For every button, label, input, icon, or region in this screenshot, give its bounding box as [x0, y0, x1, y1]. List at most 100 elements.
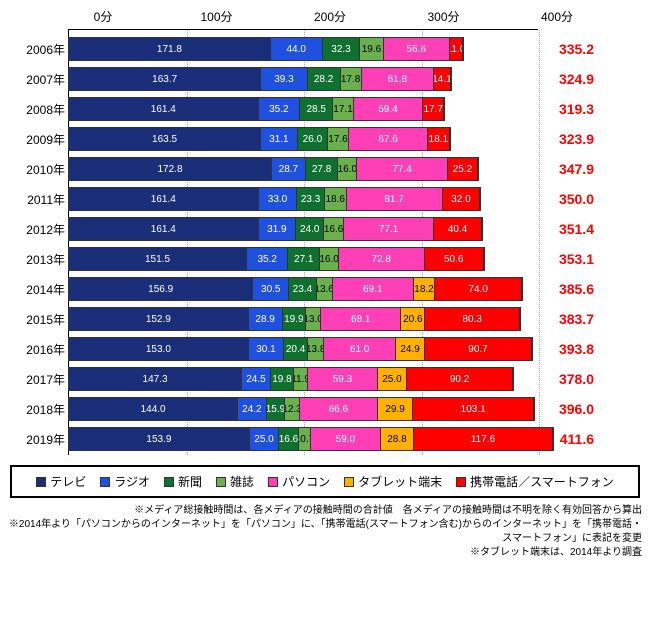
year-label: 2010年 [11, 161, 65, 178]
bar-segment-pc: 59.3 [308, 368, 378, 390]
bar-segment-pc: 61.8 [362, 68, 435, 90]
bar-segment-radio: 28.9 [249, 308, 283, 330]
bar-segment-mag: 11.9 [294, 368, 308, 390]
bar-segment-radio: 30.1 [249, 338, 284, 360]
bar-segment-tv: 153.0 [69, 338, 249, 360]
bar-segment-mag: 17.8 [341, 68, 362, 90]
legend-swatch [100, 477, 110, 487]
row-total: 319.3 [559, 101, 594, 117]
x-tick-label: 200分 [305, 8, 355, 25]
bar-segment-tablet: 20.6 [401, 308, 425, 330]
legend-label: 雑誌 [230, 473, 254, 490]
bar-segment-news: 28.2 [308, 68, 341, 90]
year-label: 2013年 [11, 251, 65, 268]
bar-row: 2010年172.828.727.816.077.425.2347.9 [69, 154, 538, 184]
legend-swatch [268, 477, 278, 487]
bar-segment-news: 19.9 [283, 308, 306, 330]
legend-swatch [36, 477, 46, 487]
bar-segment-mobile: 90.7 [425, 338, 532, 360]
row-total: 378.0 [559, 371, 594, 387]
bar-segment-mag: 13.6 [317, 278, 333, 300]
bar-segment-news: 26.0 [298, 128, 329, 150]
bar-segment-pc: 67.6 [349, 128, 428, 150]
year-label: 2007年 [11, 71, 65, 88]
bar-segment-mobile: 17.7 [423, 98, 444, 120]
bar-segment-pc: 59.0 [311, 428, 380, 450]
stacked-bar: 163.531.126.017.667.618.1 [69, 128, 450, 150]
bar-segment-pc: 56.6 [384, 38, 451, 60]
footnotes: ※メディア総接触時間は、各メディアの接触時間の合計値 各メディアの接触時間は不明… [8, 504, 642, 560]
year-label: 2016年 [11, 341, 65, 358]
bar-row: 2006年171.844.032.319.656.611.0335.2 [69, 34, 538, 64]
stacked-bar: 161.431.924.016.677.140.4 [69, 218, 482, 240]
row-total: 351.4 [559, 221, 594, 237]
row-total: 383.7 [559, 311, 594, 327]
bar-segment-news: 27.1 [288, 248, 320, 270]
bar-row: 2008年161.435.228.517.159.417.7319.3 [69, 94, 538, 124]
plot-area: 2006年171.844.032.319.656.611.0335.22007年… [68, 29, 538, 455]
bar-segment-mobile: 32.0 [443, 188, 481, 210]
bar-segment-tv: 161.4 [69, 98, 259, 120]
bar-segment-tv: 171.8 [69, 38, 271, 60]
bar-segment-news: 32.3 [323, 38, 361, 60]
stacked-bar: 152.928.919.913.068.120.680.3 [69, 308, 520, 330]
bar-segment-tv: 172.8 [69, 158, 272, 180]
gridline [539, 30, 540, 455]
bar-segment-tablet: 28.8 [381, 428, 415, 450]
bar-row: 2017年147.324.519.811.959.325.090.2378.0 [69, 364, 538, 394]
bar-segment-tv: 156.9 [69, 278, 253, 300]
stacked-bar: 161.435.228.517.159.417.7 [69, 98, 444, 120]
bar-segment-tablet: 18.2 [414, 278, 435, 300]
bar-segment-mag: 18.6 [325, 188, 347, 210]
year-label: 2018年 [11, 401, 65, 418]
legend-item: 新聞 [164, 473, 202, 490]
bar-segment-mobile: 80.3 [425, 308, 519, 330]
bar-segment-news: 28.5 [300, 98, 333, 120]
stacked-bar: 161.433.023.318.681.732.0 [69, 188, 480, 210]
row-total: 350.0 [559, 191, 594, 207]
bar-segment-tv: 161.4 [69, 188, 259, 210]
footnote-line: ※2014年より「パソコンからのインターネット」を「パソコン」に、「携帯電話(ス… [8, 518, 642, 546]
bar-segment-mobile: 14.1 [434, 68, 451, 90]
x-tick-label: 100分 [192, 8, 242, 25]
bar-row: 2015年152.928.919.913.068.120.680.3383.7 [69, 304, 538, 334]
legend-swatch [216, 477, 226, 487]
bar-segment-tv: 144.0 [69, 398, 238, 420]
bar-row: 2007年163.739.328.217.861.814.1324.9 [69, 64, 538, 94]
bar-segment-radio: 31.9 [259, 218, 296, 240]
bar-segment-mobile: 50.6 [425, 248, 484, 270]
legend-swatch [456, 477, 466, 487]
legend-label: 携帯電話／スマートフォン [470, 473, 614, 490]
bar-segment-pc: 77.4 [357, 158, 448, 180]
bar-segment-pc: 77.1 [344, 218, 435, 240]
footnote-line: ※タブレット端末は、2014年より調査 [8, 546, 642, 560]
bar-segment-mag: 13.8 [308, 338, 324, 360]
stacked-bar: 163.739.328.217.861.814.1 [69, 68, 451, 90]
bar-segment-tv: 151.5 [69, 248, 247, 270]
legend-label: ラジオ [114, 473, 150, 490]
stacked-bar: 172.828.727.816.077.425.2 [69, 158, 478, 180]
bar-segment-news: 19.8 [271, 368, 294, 390]
legend-item: タブレット端末 [344, 473, 442, 490]
row-total: 323.9 [559, 131, 594, 147]
bar-segment-radio: 33.0 [259, 188, 298, 210]
bar-segment-news: 24.0 [296, 218, 324, 240]
bar-segment-mobile: 11.0 [450, 38, 463, 60]
legend-item: ラジオ [100, 473, 150, 490]
bar-segment-mobile: 103.1 [413, 398, 534, 420]
row-total: 347.9 [559, 161, 594, 177]
footnote-line: ※メディア総接触時間は、各メディアの接触時間の合計値 各メディアの接触時間は不明… [8, 504, 642, 518]
bar-segment-tablet: 25.0 [378, 368, 407, 390]
bar-segment-mag: 16.6 [324, 218, 344, 240]
bar-row: 2012年161.431.924.016.677.140.4351.4 [69, 214, 538, 244]
year-label: 2015年 [11, 311, 65, 328]
year-label: 2019年 [11, 431, 65, 448]
bar-segment-pc: 66.6 [300, 398, 378, 420]
bar-segment-mobile: 117.6 [414, 428, 552, 450]
bar-segment-mobile: 18.1 [428, 128, 449, 150]
bar-segment-mag: 12.3 [285, 398, 299, 420]
legend-label: テレビ [50, 473, 86, 490]
legend-label: タブレット端末 [358, 473, 442, 490]
bar-segment-radio: 39.3 [261, 68, 307, 90]
bar-segment-mag: 17.6 [328, 128, 349, 150]
